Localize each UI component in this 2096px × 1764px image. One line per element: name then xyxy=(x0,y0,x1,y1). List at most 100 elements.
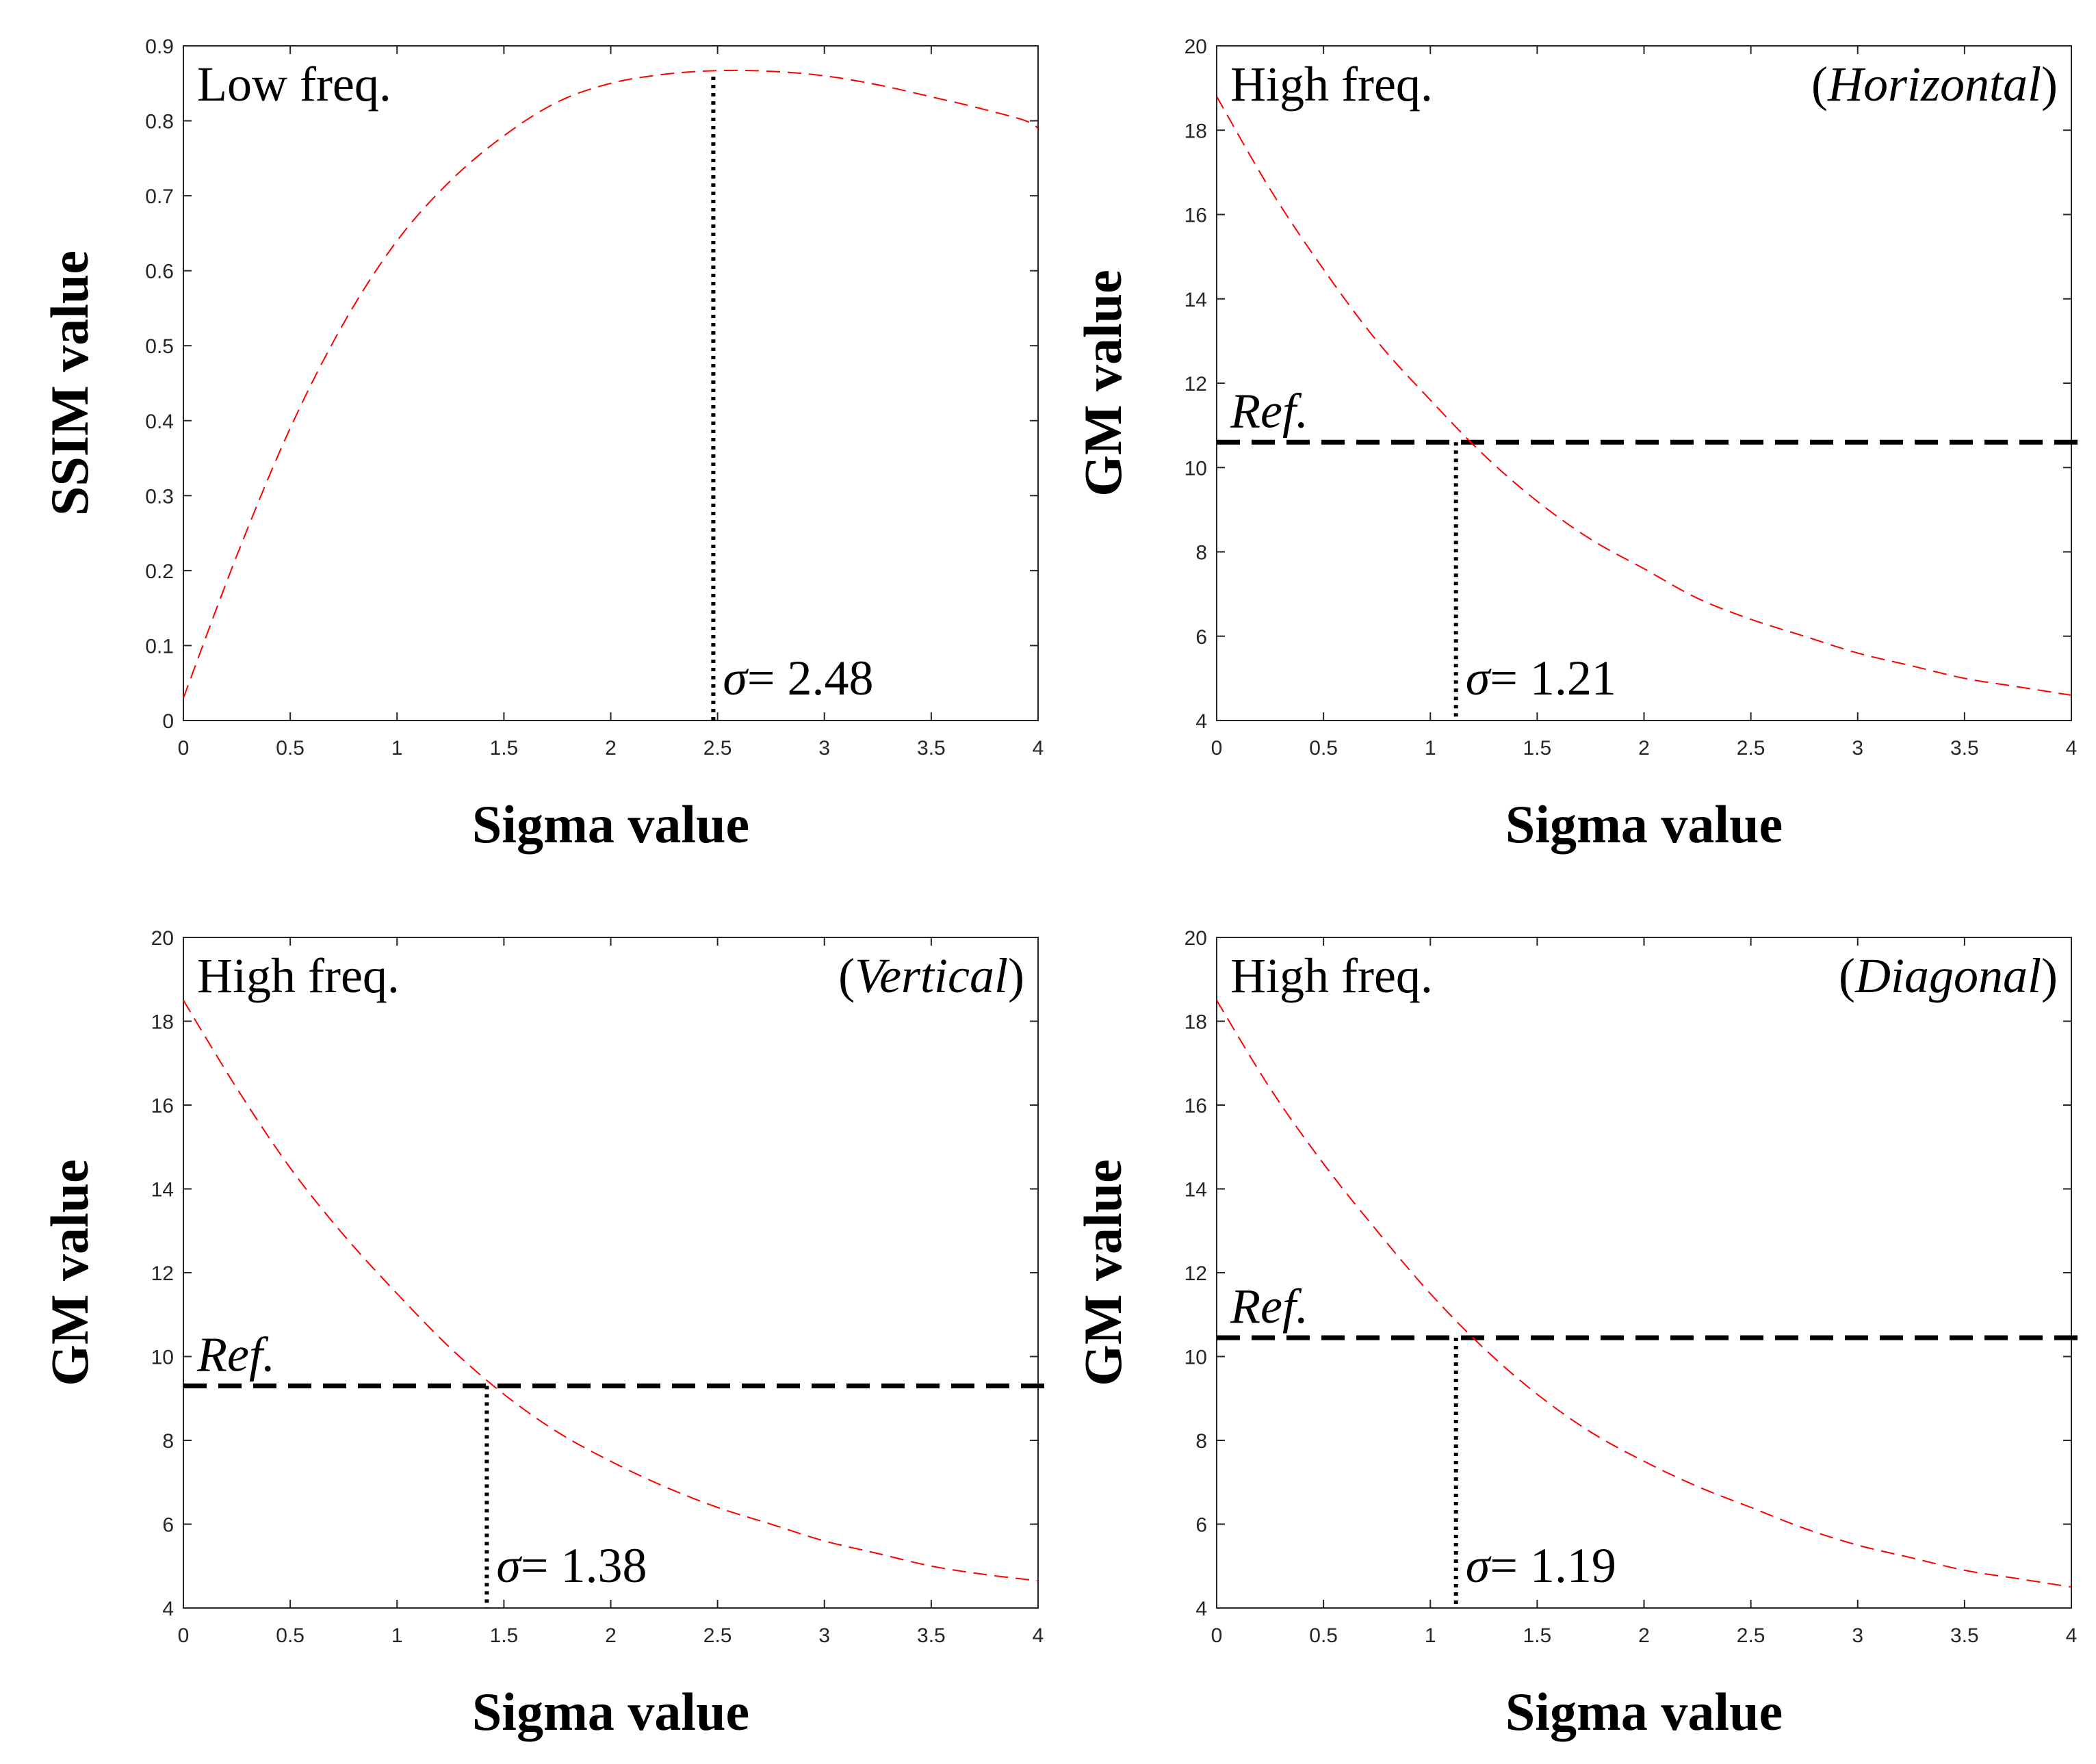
x-tick-label: 0.5 xyxy=(1309,737,1338,760)
y-tick-label: 18 xyxy=(151,1011,174,1034)
x-tick-label: 2.5 xyxy=(703,1624,732,1647)
x-tick-label: 4 xyxy=(2066,1624,2078,1647)
x-tick-label: 0 xyxy=(1211,1624,1223,1647)
x-tick-label: 3 xyxy=(818,1624,830,1647)
series-line-1 xyxy=(183,1000,1038,1582)
y-tick-label: 4 xyxy=(162,1598,174,1620)
x-tick-label: 3 xyxy=(818,737,830,760)
y-tick-label: 14 xyxy=(151,1179,174,1202)
x-tick-label: 2 xyxy=(605,737,617,760)
x-tick-label: 3 xyxy=(1852,737,1863,760)
y-tick-label: 0.6 xyxy=(145,261,174,283)
x-tick-label: 2.5 xyxy=(1737,737,1765,760)
y-tick-label: 12 xyxy=(1185,373,1207,395)
y-tick-label: 0 xyxy=(162,710,174,733)
x-tick-label: 1 xyxy=(391,737,403,760)
y-tick-label: 18 xyxy=(1185,1011,1207,1034)
ref-label: Ref. xyxy=(1230,1279,1308,1334)
series-line-1 xyxy=(1217,1000,2071,1588)
x-axis-title: Sigma value xyxy=(472,794,749,854)
x-tick-label: 0.5 xyxy=(276,1624,305,1647)
y-tick-label: 4 xyxy=(1195,710,1207,733)
x-tick-label: 3.5 xyxy=(917,737,946,760)
y-tick-label: 0.9 xyxy=(145,36,174,58)
y-tick-label: 0.2 xyxy=(145,560,174,583)
sigma-label: σ= 1.19 xyxy=(1466,1538,1616,1593)
x-tick-label: 0.5 xyxy=(1309,1624,1338,1647)
y-tick-label: 18 xyxy=(1185,120,1207,142)
chart-panel-2: 0 0.5 1 1.5 2 2.5 3 3.5 4 4 6 8 10 12 14 16 18 20 Sigma va… xyxy=(1073,36,2082,854)
direction-label: (Horizontal) xyxy=(1811,57,2058,112)
x-axis-title: Sigma value xyxy=(1505,1682,1783,1741)
y-axis-title: SSIM value xyxy=(40,250,99,516)
x-tick-label: 2 xyxy=(605,1624,617,1647)
y-tick-label: 16 xyxy=(1185,205,1207,227)
series-line-1 xyxy=(183,69,1038,699)
x-tick-label: 1.5 xyxy=(1523,737,1552,760)
x-tick-label: 1.5 xyxy=(1523,1624,1552,1647)
y-tick-label: 8 xyxy=(1195,542,1207,565)
y-tick-label: 10 xyxy=(1185,1347,1207,1369)
x-tick-label: 1.5 xyxy=(490,737,519,760)
x-axis-title: Sigma value xyxy=(472,1682,749,1741)
x-tick-label: 4 xyxy=(2066,737,2078,760)
x-tick-label: 2.5 xyxy=(703,737,732,760)
band-label: High freq. xyxy=(1230,948,1433,1003)
y-tick-label: 6 xyxy=(1195,626,1207,649)
sigma-label: σ= 1.21 xyxy=(1466,651,1616,705)
ref-label: Ref. xyxy=(1230,383,1308,438)
y-axis-title: GM value xyxy=(1073,1159,1133,1386)
band-label: High freq. xyxy=(197,948,400,1003)
plot-area xyxy=(183,937,1039,1609)
x-tick-label: 4 xyxy=(1033,737,1044,760)
x-tick-label: 3 xyxy=(1852,1624,1863,1647)
y-tick-label: 0.1 xyxy=(145,635,174,658)
y-tick-label: 8 xyxy=(1195,1430,1207,1453)
ref-label: Ref. xyxy=(196,1327,275,1382)
series-line-1 xyxy=(1217,96,2071,697)
y-tick-label: 14 xyxy=(1185,289,1207,311)
x-tick-label: 1 xyxy=(1425,737,1436,760)
y-tick-label: 12 xyxy=(1185,1262,1207,1285)
y-tick-label: 6 xyxy=(162,1514,174,1537)
x-tick-label: 3.5 xyxy=(1950,737,1979,760)
chart-panel-1: 0 0.5 1 1.5 2 2.5 3 3.5 4 0 0.1 0.2 0.3 0.4 0.5 0.6 0.7 0… xyxy=(40,36,1044,854)
x-tick-label: 1.5 xyxy=(490,1624,519,1647)
y-axis-title: GM value xyxy=(1073,270,1133,496)
chart-panel-4: 0 0.5 1 1.5 2 2.5 3 3.5 4 4 6 8 10 12 14 16 18 20 Sigma va… xyxy=(1073,927,2082,1741)
x-tick-label: 2 xyxy=(1638,1624,1650,1647)
y-tick-label: 20 xyxy=(1185,927,1207,950)
x-tick-label: 4 xyxy=(1033,1624,1044,1647)
chart-panel-3: 0 0.5 1 1.5 2 2.5 3 3.5 4 4 6 8 10 12 14 16 18 20 Sigma va… xyxy=(40,927,1048,1741)
y-tick-label: 20 xyxy=(1185,36,1207,58)
x-tick-label: 3.5 xyxy=(917,1624,946,1647)
direction-label: (Diagonal) xyxy=(1839,948,2058,1003)
x-tick-label: 0 xyxy=(1211,737,1223,760)
y-tick-label: 0.8 xyxy=(145,111,174,133)
y-tick-label: 0.5 xyxy=(145,335,174,358)
x-tick-label: 0 xyxy=(178,1624,190,1647)
x-tick-label: 2.5 xyxy=(1737,1624,1765,1647)
y-tick-label: 14 xyxy=(1185,1179,1207,1202)
plot-area xyxy=(1216,937,2072,1609)
x-tick-label: 0 xyxy=(178,737,190,760)
band-label: Low freq. xyxy=(197,57,391,112)
x-tick-label: 2 xyxy=(1638,737,1650,760)
plot-area xyxy=(1216,45,2072,721)
band-label: High freq. xyxy=(1230,57,1433,112)
y-tick-label: 16 xyxy=(151,1095,174,1117)
y-tick-label: 0.4 xyxy=(145,411,174,433)
y-tick-label: 20 xyxy=(151,927,174,950)
y-tick-label: 16 xyxy=(1185,1095,1207,1117)
y-tick-label: 0.3 xyxy=(145,485,174,508)
y-axis-title: GM value xyxy=(40,1159,99,1386)
y-tick-label: 6 xyxy=(1195,1514,1207,1537)
sigma-label: σ= 1.38 xyxy=(496,1538,647,1593)
y-tick-label: 4 xyxy=(1195,1598,1207,1620)
x-axis-title: Sigma value xyxy=(1505,794,1783,854)
sigma-label: σ= 2.48 xyxy=(723,651,873,705)
x-tick-label: 1 xyxy=(391,1624,403,1647)
x-tick-label: 1 xyxy=(1425,1624,1436,1647)
y-tick-label: 10 xyxy=(1185,457,1207,480)
